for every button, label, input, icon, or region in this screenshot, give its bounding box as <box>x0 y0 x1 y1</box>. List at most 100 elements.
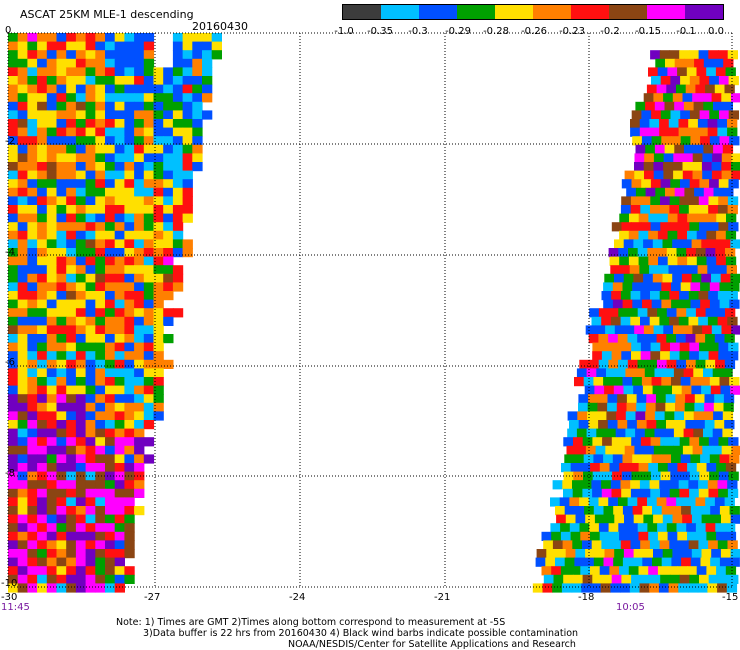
swath-cell <box>134 222 145 232</box>
swath-cell <box>105 531 116 541</box>
swath-cell <box>667 67 678 77</box>
swath-cell <box>545 557 556 567</box>
swath-cell <box>574 557 585 567</box>
swath-cell <box>670 437 681 447</box>
swath-cell <box>124 566 135 576</box>
swath-cell <box>640 540 651 550</box>
swath-cell <box>17 170 28 180</box>
swath-cell <box>643 162 654 172</box>
swath-cell <box>172 248 184 258</box>
swath-cell <box>659 540 670 550</box>
swath-cell <box>85 325 96 335</box>
swath-cell <box>697 119 709 129</box>
swath-cell <box>46 170 58 180</box>
swath-cell <box>153 368 164 378</box>
swath-cell <box>37 471 48 481</box>
swath-cell <box>676 84 687 94</box>
swath-cell <box>655 58 666 68</box>
swath-cell <box>552 583 563 593</box>
swath-cell <box>718 196 729 206</box>
swath-cell <box>726 583 738 593</box>
swath-cell <box>614 514 625 524</box>
swath-cell <box>37 377 48 387</box>
swath-cell <box>8 93 19 103</box>
swath-cell <box>56 463 67 473</box>
swath-cell <box>66 153 77 163</box>
swath-cell <box>687 256 698 266</box>
swath-cell <box>716 463 727 473</box>
swath-cell <box>710 557 721 567</box>
swath-cell <box>114 256 125 266</box>
swath-cell <box>124 549 135 559</box>
swath-cell <box>46 162 58 172</box>
swath-cell <box>610 265 621 275</box>
swath-cell <box>648 213 659 223</box>
swath-cell <box>604 549 615 559</box>
swath-cell <box>8 179 19 189</box>
swath-cell <box>182 205 193 215</box>
swath-cell <box>622 506 634 516</box>
swath-cell <box>85 531 96 541</box>
swath-cell <box>634 325 645 335</box>
swath-cell <box>668 583 679 593</box>
swath-cell <box>718 50 729 60</box>
swath-cell <box>85 33 96 43</box>
swath-cell <box>649 265 660 275</box>
swath-cell <box>623 385 634 395</box>
swath-cell <box>573 437 584 447</box>
swath-cell <box>143 222 155 232</box>
swath-cell <box>56 540 67 550</box>
swath-cell <box>728 351 739 361</box>
swath-cell <box>75 351 87 361</box>
colorbar-label: -0.29 <box>445 26 471 37</box>
swath-cell <box>114 402 125 412</box>
swath-cell <box>75 101 87 111</box>
swath-cell <box>46 41 58 51</box>
swath-cell <box>56 205 67 215</box>
swath-cell <box>143 437 155 447</box>
swath-cell <box>134 454 145 464</box>
swath-cell <box>17 162 28 172</box>
swath-cell <box>693 101 704 111</box>
swath-cell <box>686 359 697 369</box>
swath-cell <box>715 67 727 77</box>
swath-cell <box>37 342 48 352</box>
swath-cell <box>56 33 67 43</box>
swath-cell <box>590 463 601 473</box>
swath-cell <box>653 445 665 455</box>
swath-cell <box>85 557 96 567</box>
swath-cell <box>95 420 106 430</box>
swath-cell <box>114 325 125 335</box>
swath-cell <box>8 205 19 215</box>
swath-cell <box>172 50 184 60</box>
swath-cell <box>8 523 19 533</box>
swath-cell <box>95 549 106 559</box>
swath-cell <box>579 523 590 533</box>
swath-cell <box>680 471 691 481</box>
swath-cell <box>715 523 726 533</box>
x-tick-label: -27 <box>144 592 161 603</box>
swath-cell <box>552 480 563 490</box>
swath-cell <box>153 110 164 120</box>
swath-cell <box>729 377 740 387</box>
swath-cell <box>638 256 649 266</box>
x-tick-label: -15 <box>722 592 739 603</box>
swath-cell <box>563 574 574 584</box>
swath-cell <box>637 497 648 507</box>
swath-cell <box>66 557 77 567</box>
swath-cell <box>711 325 723 335</box>
swath-cell <box>75 230 87 240</box>
swath-cell <box>124 334 135 344</box>
swath-cell <box>605 325 616 335</box>
swath-cell <box>153 84 164 94</box>
colorbar-label: -0.15 <box>635 26 661 37</box>
swath-cell <box>678 480 689 490</box>
swath-cell <box>66 445 77 455</box>
swath-cell <box>56 471 67 481</box>
swath-cell <box>56 144 67 154</box>
swath-cell <box>95 497 106 507</box>
swath-cell <box>692 93 703 103</box>
swath-cell <box>596 428 607 438</box>
swath-cell <box>674 144 685 154</box>
swath-cell <box>644 153 655 163</box>
